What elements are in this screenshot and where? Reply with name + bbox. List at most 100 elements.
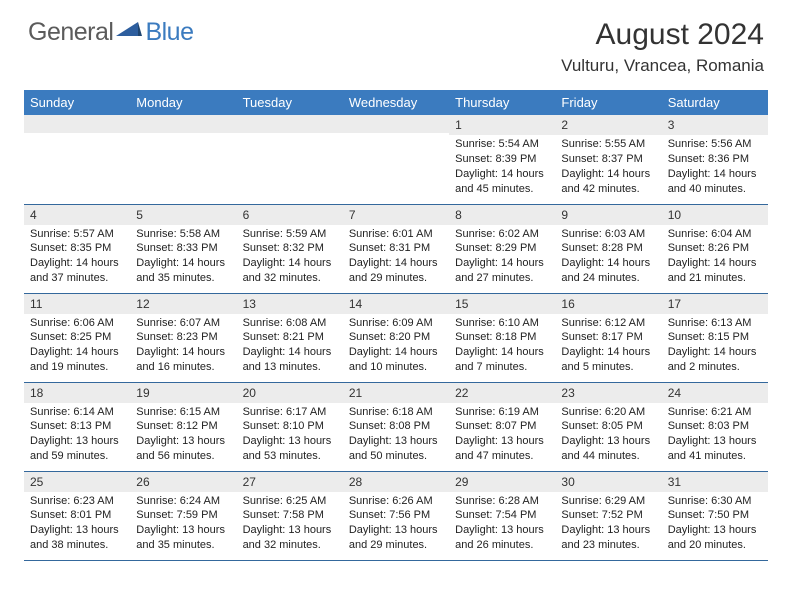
calendar-cell (24, 115, 130, 204)
calendar-week: 18Sunrise: 6:14 AMSunset: 8:13 PMDayligh… (24, 382, 768, 471)
day-number: 9 (555, 205, 661, 225)
day-header-friday: Friday (555, 90, 661, 115)
calendar-cell: 9Sunrise: 6:03 AMSunset: 8:28 PMDaylight… (555, 204, 661, 293)
day-number: 21 (343, 383, 449, 403)
day-number: 7 (343, 205, 449, 225)
sunset-line: Sunset: 8:18 PM (455, 330, 549, 345)
day-details: Sunrise: 6:10 AMSunset: 8:18 PMDaylight:… (449, 314, 555, 379)
calendar-cell: 20Sunrise: 6:17 AMSunset: 8:10 PMDayligh… (237, 382, 343, 471)
sunset-line: Sunset: 8:05 PM (561, 419, 655, 434)
day-details: Sunrise: 5:57 AMSunset: 8:35 PMDaylight:… (24, 225, 130, 290)
day-number: 6 (237, 205, 343, 225)
sunset-line: Sunset: 7:52 PM (561, 508, 655, 523)
day-number: 24 (662, 383, 768, 403)
sunrise-line: Sunrise: 6:08 AM (243, 316, 337, 331)
day-header-monday: Monday (130, 90, 236, 115)
sunset-line: Sunset: 8:33 PM (136, 241, 230, 256)
day-number: 5 (130, 205, 236, 225)
sunset-line: Sunset: 8:23 PM (136, 330, 230, 345)
day-details: Sunrise: 6:08 AMSunset: 8:21 PMDaylight:… (237, 314, 343, 379)
calendar-cell (237, 115, 343, 204)
daylight-line: Daylight: 14 hours and 5 minutes. (561, 345, 655, 375)
daylight-line: Daylight: 13 hours and 23 minutes. (561, 523, 655, 553)
day-number (343, 115, 449, 133)
daylight-line: Daylight: 14 hours and 35 minutes. (136, 256, 230, 286)
day-details: Sunrise: 6:09 AMSunset: 8:20 PMDaylight:… (343, 314, 449, 379)
sunset-line: Sunset: 8:01 PM (30, 508, 124, 523)
sunset-line: Sunset: 8:31 PM (349, 241, 443, 256)
calendar-week: 25Sunrise: 6:23 AMSunset: 8:01 PMDayligh… (24, 471, 768, 560)
calendar-cell: 2Sunrise: 5:55 AMSunset: 8:37 PMDaylight… (555, 115, 661, 204)
day-details: Sunrise: 6:19 AMSunset: 8:07 PMDaylight:… (449, 403, 555, 468)
sunset-line: Sunset: 8:29 PM (455, 241, 549, 256)
day-number: 11 (24, 294, 130, 314)
day-header-tuesday: Tuesday (237, 90, 343, 115)
calendar-cell: 18Sunrise: 6:14 AMSunset: 8:13 PMDayligh… (24, 382, 130, 471)
calendar-cell: 11 Sunrise: 6:06 AMSunset: 8:25 PMDayligh… (24, 293, 130, 382)
sunset-line: Sunset: 7:50 PM (668, 508, 762, 523)
daylight-line: Daylight: 14 hours and 40 minutes. (668, 167, 762, 197)
daylight-line: Daylight: 13 hours and 50 minutes. (349, 434, 443, 464)
daylight-line: Daylight: 14 hours and 13 minutes. (243, 345, 337, 375)
day-details: Sunrise: 6:07 AMSunset: 8:23 PMDaylight:… (130, 314, 236, 379)
calendar-cell: 8Sunrise: 6:02 AMSunset: 8:29 PMDaylight… (449, 204, 555, 293)
day-number: 16 (555, 294, 661, 314)
calendar-cell: 23Sunrise: 6:20 AMSunset: 8:05 PMDayligh… (555, 382, 661, 471)
sunrise-line: Sunrise: 6:06 AM (30, 316, 124, 331)
daylight-line: Daylight: 13 hours and 44 minutes. (561, 434, 655, 464)
day-header-saturday: Saturday (662, 90, 768, 115)
page-subtitle: Vulturu, Vrancea, Romania (561, 56, 764, 76)
brand-text-general: General (28, 18, 113, 47)
sunset-line: Sunset: 8:37 PM (561, 152, 655, 167)
sunrise-line: Sunrise: 6:03 AM (561, 227, 655, 242)
daylight-line: Daylight: 13 hours and 29 minutes. (349, 523, 443, 553)
calendar-table: SundayMondayTuesdayWednesdayThursdayFrid… (24, 90, 768, 561)
sunset-line: Sunset: 8:07 PM (455, 419, 549, 434)
day-number: 10 (662, 205, 768, 225)
daylight-line: Daylight: 14 hours and 16 minutes. (136, 345, 230, 375)
day-header-wednesday: Wednesday (343, 90, 449, 115)
day-number: 2 (555, 115, 661, 135)
daylight-line: Daylight: 13 hours and 20 minutes. (668, 523, 762, 553)
daylight-line: Daylight: 14 hours and 45 minutes. (455, 167, 549, 197)
day-number: 3 (662, 115, 768, 135)
daylight-line: Daylight: 14 hours and 32 minutes. (243, 256, 337, 286)
calendar-week: 1Sunrise: 5:54 AMSunset: 8:39 PMDaylight… (24, 115, 768, 204)
sunrise-line: Sunrise: 6:01 AM (349, 227, 443, 242)
day-details: Sunrise: 5:59 AMSunset: 8:32 PMDaylight:… (237, 225, 343, 290)
sunrise-line: Sunrise: 6:07 AM (136, 316, 230, 331)
sunrise-line: Sunrise: 6:29 AM (561, 494, 655, 509)
sunrise-line: Sunrise: 6:30 AM (668, 494, 762, 509)
day-details: Sunrise: 6:04 AMSunset: 8:26 PMDaylight:… (662, 225, 768, 290)
day-details: Sunrise: 6:20 AMSunset: 8:05 PMDaylight:… (555, 403, 661, 468)
day-details: Sunrise: 6:23 AMSunset: 8:01 PMDaylight:… (24, 492, 130, 557)
sunrise-line: Sunrise: 6:12 AM (561, 316, 655, 331)
header: General Blue August 2024 Vulturu, Vrance… (0, 0, 792, 82)
sunrise-line: Sunrise: 5:56 AM (668, 137, 762, 152)
sunrise-line: Sunrise: 6:19 AM (455, 405, 549, 420)
calendar-cell: 12Sunrise: 6:07 AMSunset: 8:23 PMDayligh… (130, 293, 236, 382)
day-number: 12 (130, 294, 236, 314)
daylight-line: Daylight: 14 hours and 2 minutes. (668, 345, 762, 375)
daylight-line: Daylight: 14 hours and 19 minutes. (30, 345, 124, 375)
sunrise-line: Sunrise: 6:17 AM (243, 405, 337, 420)
calendar-cell: 10Sunrise: 6:04 AMSunset: 8:26 PMDayligh… (662, 204, 768, 293)
calendar-cell: 19Sunrise: 6:15 AMSunset: 8:12 PMDayligh… (130, 382, 236, 471)
calendar-week: 4Sunrise: 5:57 AMSunset: 8:35 PMDaylight… (24, 204, 768, 293)
sunset-line: Sunset: 8:17 PM (561, 330, 655, 345)
sunset-line: Sunset: 7:56 PM (349, 508, 443, 523)
sunrise-line: Sunrise: 6:14 AM (30, 405, 124, 420)
sunset-line: Sunset: 8:36 PM (668, 152, 762, 167)
sunrise-line: Sunrise: 6:02 AM (455, 227, 549, 242)
sunset-line: Sunset: 8:25 PM (30, 330, 124, 345)
sunrise-line: Sunrise: 6:23 AM (30, 494, 124, 509)
calendar-cell: 21Sunrise: 6:18 AMSunset: 8:08 PMDayligh… (343, 382, 449, 471)
sunrise-line: Sunrise: 6:25 AM (243, 494, 337, 509)
calendar-cell: 17Sunrise: 6:13 AMSunset: 8:15 PMDayligh… (662, 293, 768, 382)
sunrise-line: Sunrise: 6:28 AM (455, 494, 549, 509)
calendar-week: 11Sunrise: 6:06 AMSunset: 8:25 PMDayligh… (24, 293, 768, 382)
page-title: August 2024 (561, 18, 764, 52)
daylight-line: Daylight: 13 hours and 26 minutes. (455, 523, 549, 553)
calendar-cell: 16 Sunrise: 6:12 AMSunset: 8:17 PMDayligh… (555, 293, 661, 382)
sunset-line: Sunset: 7:59 PM (136, 508, 230, 523)
